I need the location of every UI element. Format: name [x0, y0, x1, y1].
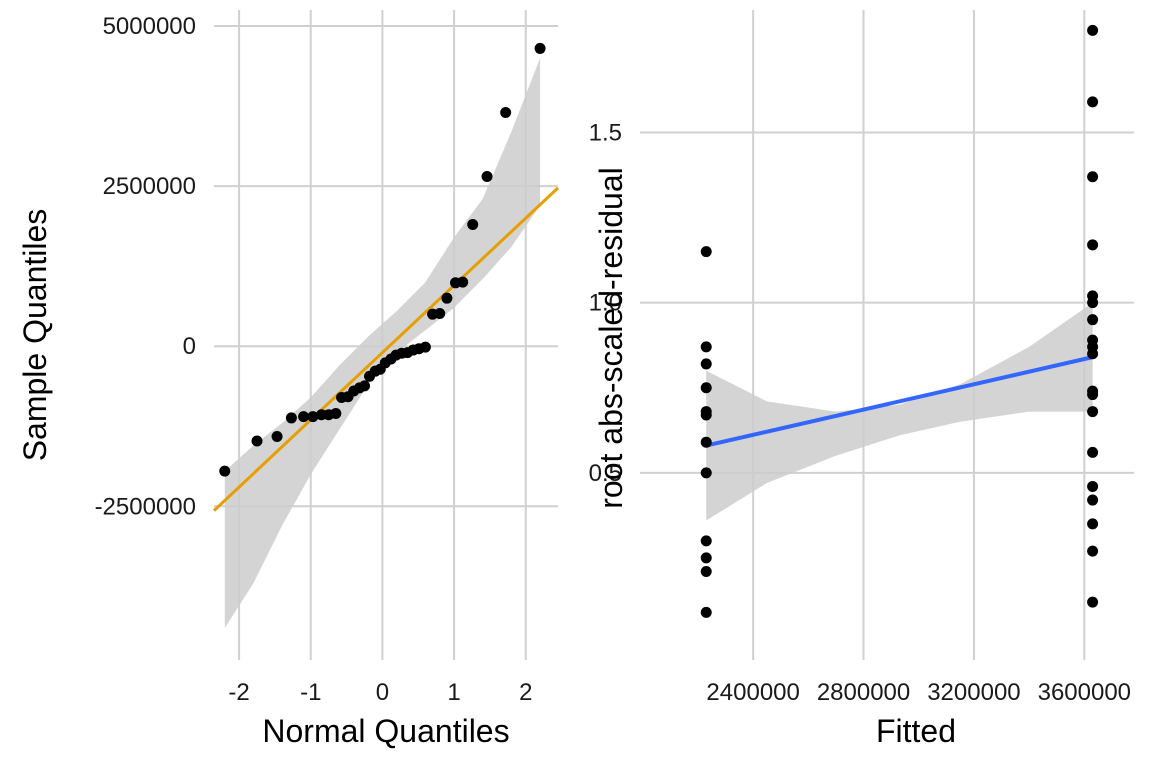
- scale-location-point: [1087, 480, 1099, 492]
- scale-location-point: [700, 341, 712, 353]
- scale-location-point: [700, 552, 712, 564]
- scale-location-point: [700, 409, 712, 421]
- qq-point: [219, 465, 231, 477]
- qq-y-tick-label: 5000000: [103, 13, 196, 40]
- qq-point: [500, 106, 512, 118]
- scale-location-point: [700, 606, 712, 618]
- qq-point: [359, 380, 370, 392]
- scale-location-x-tick-label: 2800000: [817, 679, 910, 706]
- scale-location-point: [700, 535, 712, 547]
- qq-reference-line: [212, 186, 560, 512]
- scale-location-point: [1087, 389, 1099, 401]
- qq-plot-panel: -2 -1 0 1 2 -2500000 0 2500000 5000000 Normal Q…: [17, 10, 560, 749]
- scale-location-points: [700, 24, 1099, 618]
- qq-point: [271, 431, 283, 443]
- qq-point: [285, 412, 297, 424]
- qq-point: [419, 341, 431, 353]
- scale-location-panel: 2400000 2800000 3200000 3600000 0.5 1.0 1.5 F…: [589, 10, 1134, 749]
- qq-y-tick-label: 2500000: [103, 173, 196, 200]
- qq-x-tick-label: 0: [376, 679, 389, 706]
- smooth-line-path: [705, 355, 1094, 448]
- scale-location-point: [1087, 446, 1099, 458]
- qq-x-tick-label: 2: [519, 679, 532, 706]
- scale-location-point: [1087, 596, 1099, 608]
- scale-location-y-tick-label: 1.0: [589, 290, 622, 317]
- scale-location-point: [700, 246, 712, 258]
- qq-point: [307, 411, 319, 423]
- scale-location-point: [1087, 518, 1099, 530]
- smooth-band-area: [706, 302, 1093, 521]
- qq-x-tick-label: 1: [447, 679, 460, 706]
- qq-point: [251, 435, 263, 447]
- qq-point: [441, 292, 453, 304]
- residual-y-tick-labels: 0.5 1.0 1.5: [589, 120, 622, 487]
- scale-location-point: [1087, 96, 1099, 108]
- qq-reference-line-path: [212, 186, 560, 512]
- qq-confidence-band: [224, 58, 541, 628]
- scale-location-point: [700, 467, 712, 479]
- scale-location-point: [1087, 348, 1099, 360]
- qq-y-tick-labels: -2500000 0 2500000 5000000: [95, 13, 196, 520]
- qq-point: [330, 407, 342, 419]
- qq-x-axis-title: Normal Quantiles: [262, 713, 509, 749]
- scale-location-point: [1087, 406, 1099, 418]
- scale-location-point: [1087, 24, 1099, 36]
- scale-location-x-tick-label: 2400000: [706, 679, 799, 706]
- scale-location-x-tick-label: 3200000: [927, 679, 1020, 706]
- smooth-trend-line: [705, 355, 1094, 448]
- scale-location-point: [700, 566, 712, 578]
- scale-location-x-tick-label: 3600000: [1038, 679, 1131, 706]
- scale-location-point: [1087, 314, 1099, 326]
- qq-point: [298, 411, 310, 423]
- scale-location-point: [1087, 297, 1099, 309]
- scale-location-point: [1087, 545, 1099, 557]
- qq-y-tick-label: -2500000: [95, 493, 196, 520]
- qq-point: [434, 308, 446, 320]
- scale-location-point: [1087, 171, 1099, 183]
- scale-location-point: [1087, 494, 1099, 506]
- scale-location-point: [700, 382, 712, 394]
- qq-point: [481, 171, 493, 183]
- qq-x-tick-label: -2: [228, 679, 249, 706]
- scale-location-y-tick-label: 0.5: [589, 460, 622, 487]
- qq-point: [534, 42, 546, 54]
- scale-location-point: [700, 436, 712, 448]
- qq-band-area: [224, 58, 541, 628]
- qq-point: [457, 276, 469, 288]
- qq-x-tick-label: -1: [300, 679, 321, 706]
- scale-location-x-axis-title: Fitted: [876, 713, 956, 749]
- scale-location-y-axis-title: root abs-scaled-residual: [593, 167, 629, 509]
- qq-y-axis-title: Sample Quantiles: [17, 209, 53, 462]
- scale-location-y-tick-label: 1.5: [589, 120, 622, 147]
- qq-points: [219, 42, 546, 477]
- smooth-confidence-band: [706, 302, 1093, 521]
- scale-location-point: [700, 358, 712, 370]
- qq-x-tick-labels: -2 -1 0 1 2: [228, 679, 532, 706]
- qq-y-tick-label: 0: [183, 333, 196, 360]
- fitted-x-tick-labels: 2400000 2800000 3200000 3600000: [706, 679, 1131, 706]
- scale-location-point: [1087, 239, 1099, 251]
- qq-point: [467, 219, 479, 231]
